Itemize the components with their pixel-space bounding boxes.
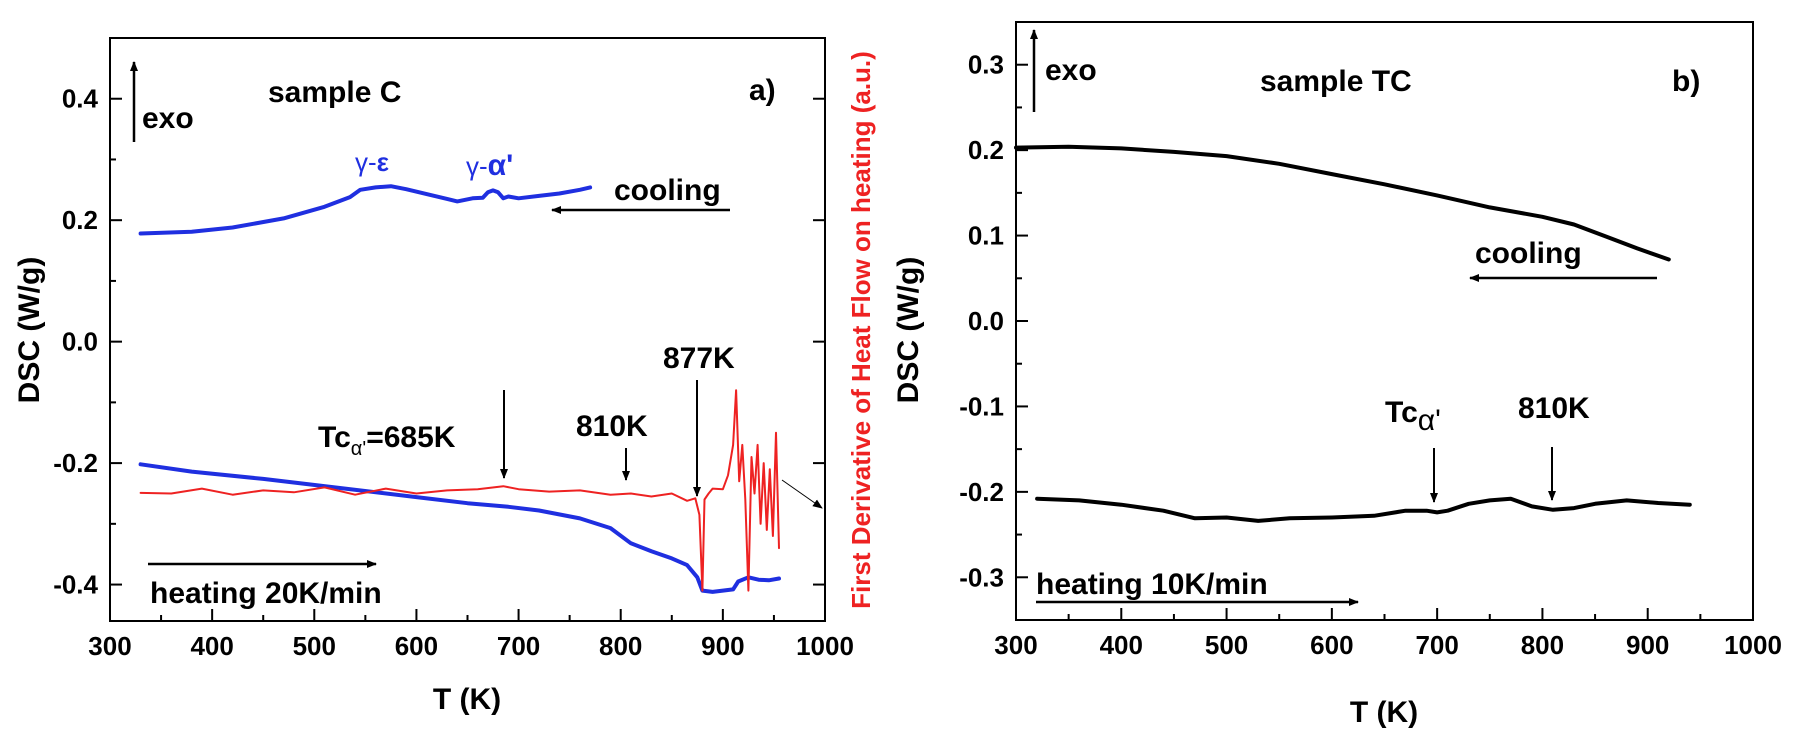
panel-b-x-ticks: 300 400 500 600 700 800 900 1000 (994, 608, 1782, 660)
panel-b-exo-label: exo (1045, 54, 1097, 87)
x-tick-label: 500 (293, 631, 336, 661)
x-tick-label: 400 (1100, 630, 1143, 660)
panel-a-gamma-alpha-label: γ-α' (466, 149, 513, 182)
gamma-eps-prefix: γ- (355, 147, 377, 177)
x-tick-label: 900 (1626, 630, 1669, 660)
series-line-first-derivative (139, 389, 780, 592)
tc-text: Tc (318, 421, 351, 454)
panel-a-y-label-right: First Derivative of Heat Flow on heating… (846, 51, 876, 609)
y-tick-label: -0.2 (959, 477, 1004, 507)
panel-a-x-label: T (K) (433, 683, 501, 716)
panel-a-877k-label: 877K (663, 342, 735, 375)
panel-b-y-label: DSC (W/g) (892, 257, 925, 404)
gamma-eps-phase: ε (377, 147, 389, 177)
panel-a-exo-label: exo (142, 102, 194, 135)
panel-b-y-ticks: 0.3 0.2 0.1 0.0 -0.1 -0.2 -0.3 (959, 50, 1028, 592)
tc-b-subscript: α' (1418, 404, 1441, 437)
panel-a-x-ticks: 300 400 500 600 700 800 900 1000 (88, 609, 854, 661)
x-tick-label: 700 (497, 631, 540, 661)
panel-a-series (138, 184, 781, 594)
panel-b-title: sample TC (1260, 65, 1412, 98)
y-tick-label: -0.1 (959, 391, 1004, 421)
x-tick-label: 300 (88, 631, 131, 661)
panel-a-right-axis-pointer (781, 479, 823, 509)
panel-b-frame (1015, 21, 1754, 621)
panel-a-frame (109, 37, 826, 622)
panel-b-tc-label: Tcα' (1385, 396, 1441, 437)
panel-b-label: b) (1672, 65, 1700, 98)
panel-a-810k-label: 810K (576, 410, 648, 443)
x-tick-label: 1000 (1724, 630, 1782, 660)
y-tick-label: -0.3 (959, 562, 1004, 592)
y-tick-label: 0.1 (968, 221, 1004, 251)
gamma-alpha-prefix: γ- (466, 151, 488, 181)
x-tick-label: 900 (701, 631, 744, 661)
panel-a-gamma-eps-label: γ-ε (355, 147, 389, 177)
y-tick-label: 0.3 (968, 50, 1004, 80)
panel-b-heating-label: heating 10K/min (1036, 568, 1268, 601)
x-tick-label: 1000 (796, 631, 854, 661)
series-line-cooling (138, 184, 593, 236)
series-line-heating (1035, 496, 1692, 523)
y-tick-label: -0.2 (53, 448, 98, 478)
tc-value: =685K (366, 421, 456, 454)
panel-a-y-ticks: 0.4 0.2 0.0 -0.2 -0.4 (53, 84, 825, 600)
panel-a-tc-label: Tcα'=685K (318, 421, 456, 460)
y-tick-label: -0.4 (53, 570, 98, 600)
x-tick-label: 600 (395, 631, 438, 661)
panel-b-810k-label: 810K (1518, 392, 1590, 425)
series-line-cooling (1014, 144, 1671, 262)
panel-a-heating-label: heating 20K/min (150, 577, 382, 610)
x-tick-label: 700 (1415, 630, 1458, 660)
x-tick-label: 400 (190, 631, 233, 661)
x-tick-label: 800 (599, 631, 642, 661)
panel-a: 300 400 500 600 700 800 900 1000 0.4 0.2 0.0 -0.2 -… (13, 37, 876, 716)
y-tick-label: 0.2 (62, 205, 98, 235)
x-tick-label: 600 (1310, 630, 1353, 660)
y-tick-label: 0.0 (62, 327, 98, 357)
panel-a-title: sample C (268, 76, 401, 109)
panel-b-x-label: T (K) (1350, 696, 1418, 729)
x-tick-label: 800 (1521, 630, 1564, 660)
y-tick-label: 0.2 (968, 135, 1004, 165)
x-tick-label: 500 (1205, 630, 1248, 660)
panel-b-cooling-label: cooling (1475, 237, 1582, 270)
gamma-alpha-phase: α' (488, 149, 514, 182)
tc-subscript: α' (351, 438, 366, 460)
y-tick-label: 0.0 (968, 306, 1004, 336)
y-tick-label: 0.4 (62, 84, 99, 114)
tc-b-text: Tc (1385, 396, 1418, 429)
panel-a-cooling-label: cooling (614, 174, 721, 207)
panel-a-label: a) (749, 74, 776, 107)
panel-a-y-label: DSC (W/g) (13, 257, 46, 404)
x-tick-label: 300 (994, 630, 1037, 660)
series-line-heating (138, 462, 781, 594)
panel-b-series (1014, 144, 1692, 523)
panel-b: 300 400 500 600 700 800 900 1000 0.3 0.2 0.1 0.0 -0… (892, 21, 1782, 729)
